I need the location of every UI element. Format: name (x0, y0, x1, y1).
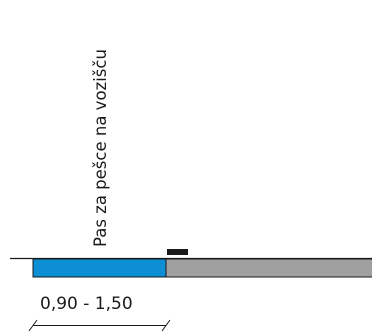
dimension-line (28, 319, 171, 332)
dimension-tick-left (28, 319, 38, 332)
pedestrian-lane (32, 258, 167, 278)
roadway-surface (165, 258, 372, 278)
curb-marker (167, 249, 188, 255)
lane-label: Pas za pešce na vozišču (91, 49, 110, 247)
dimension-label: 0,90 - 1,50 (40, 294, 133, 314)
dimension-tick-right (161, 319, 171, 332)
